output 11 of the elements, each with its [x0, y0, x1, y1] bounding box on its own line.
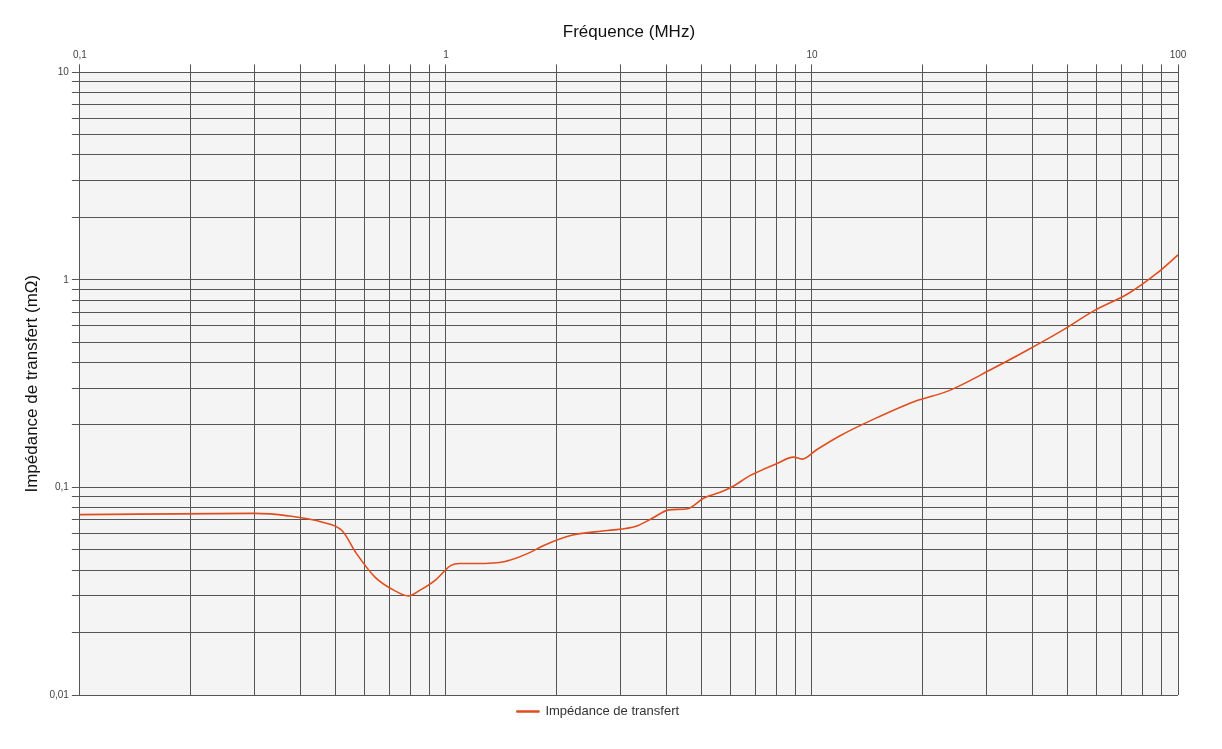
y-tick-label: 1 — [63, 273, 70, 285]
x-tick-label: 10 — [806, 49, 818, 61]
x-tick-label: 100 — [1169, 49, 1187, 61]
x-axis-title: Fréquence (MHz) — [562, 21, 696, 41]
y-tick-label: 0,01 — [49, 688, 70, 700]
legend-label: Impédance de transfert — [545, 703, 680, 719]
y-tick-label: 10 — [57, 66, 70, 78]
x-tick-label: 0,1 — [72, 49, 88, 61]
y-tick-label: 0,1 — [54, 481, 70, 493]
x-tick-label: 1 — [443, 49, 450, 61]
y-axis-title: Impédance de transfert (mΩ) — [21, 274, 41, 493]
